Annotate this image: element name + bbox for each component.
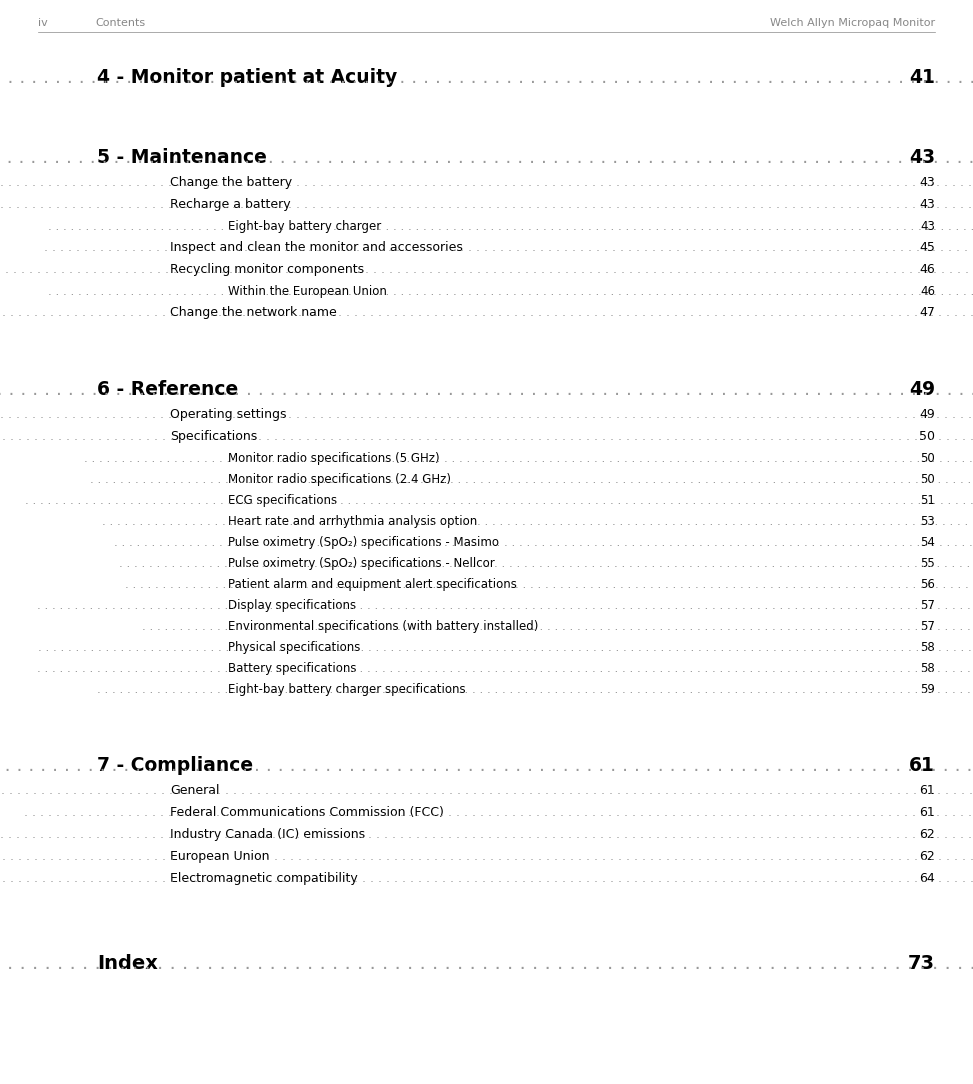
Text: 50: 50 — [920, 452, 935, 465]
Text: 49: 49 — [919, 408, 935, 421]
Text: 59: 59 — [920, 683, 935, 696]
Text: Electromagnetic compatibility: Electromagnetic compatibility — [170, 873, 358, 886]
Text: 50: 50 — [919, 430, 935, 443]
Text: . . . . . . . . . . . . . . . . . . . . . . . . . . . . . . . . . . . . . . . . : . . . . . . . . . . . . . . . . . . . . … — [0, 306, 973, 319]
Text: 58: 58 — [920, 662, 935, 675]
Text: . . . . . . . . . . . . . . . . . . . . . . . . . . . . . . . . . . . . . . . . : . . . . . . . . . . . . . . . . . . . . … — [0, 828, 973, 841]
Text: 47: 47 — [919, 306, 935, 319]
Text: . . . . . . . . . . . . . . . . . . . . . . . . . . . . . . . . . . . . . . . . : . . . . . . . . . . . . . . . . . . . . … — [0, 784, 973, 797]
Text: . . . . . . . . . . . . . . . . . . . . . . . . . . . . . . . . . . . . . . . . : . . . . . . . . . . . . . . . . . . . . … — [39, 641, 973, 654]
Text: 53: 53 — [920, 515, 935, 528]
Text: 73: 73 — [908, 954, 935, 972]
Text: . . . . . . . . . . . . . . . . . . . . . . . . . . . . . . . . . . . . . . . . : . . . . . . . . . . . . . . . . . . . . … — [0, 850, 973, 863]
Text: . . . . . . . . . . . . . . . . . . . . . . . . . . . . . . . . . . . . . . . . : . . . . . . . . . . . . . . . . . . . . … — [37, 599, 973, 612]
Text: 50: 50 — [920, 473, 935, 486]
Text: 57: 57 — [920, 599, 935, 612]
Text: 49: 49 — [909, 380, 935, 399]
Text: . . . . . . . . . . . . . . . . . . . . . . . . . . . . . . . . . . . . . . . . : . . . . . . . . . . . . . . . . . . . . … — [0, 954, 973, 972]
Text: Specifications: Specifications — [170, 430, 257, 443]
Text: Inspect and clean the monitor and accessories: Inspect and clean the monitor and access… — [170, 241, 463, 254]
Text: 4 - Monitor patient at Acuity: 4 - Monitor patient at Acuity — [97, 68, 397, 87]
Text: . . . . . . . . . . . . . . . . . . . . . . . . . . . . . . . . . . . . . . . . : . . . . . . . . . . . . . . . . . . . . … — [49, 285, 973, 298]
Text: Heart rate and arrhythmia analysis option: Heart rate and arrhythmia analysis optio… — [228, 515, 477, 528]
Text: . . . . . . . . . . . . . . . . . . . . . . . . . . . . . . . . . . . . . . . . : . . . . . . . . . . . . . . . . . . . . … — [23, 806, 973, 820]
Text: Eight-bay battery charger specifications: Eight-bay battery charger specifications — [228, 683, 466, 696]
Text: . . . . . . . . . . . . . . . . . . . . . . . . . . . . . . . . . . . . . . . . : . . . . . . . . . . . . . . . . . . . . … — [0, 873, 973, 886]
Text: . . . . . . . . . . . . . . . . . . . . . . . . . . . . . . . . . . . . . . . . : . . . . . . . . . . . . . . . . . . . . … — [0, 263, 973, 276]
Text: Pulse oximetry (SpO₂) specifications - Masimo: Pulse oximetry (SpO₂) specifications - M… — [228, 537, 499, 550]
Text: iv: iv — [38, 18, 48, 28]
Text: . . . . . . . . . . . . . . . . . . . . . . . . . . . . . . . . . . . . . . . . : . . . . . . . . . . . . . . . . . . . . … — [0, 430, 973, 443]
Text: 43: 43 — [920, 220, 935, 233]
Text: 7 - Compliance: 7 - Compliance — [97, 757, 253, 775]
Text: . . . . . . . . . . . . . . . . . . . . . . . . . . . . . . . . . . . . . . . . : . . . . . . . . . . . . . . . . . . . . … — [25, 494, 973, 507]
Text: . . . . . . . . . . . . . . . . . . . . . . . . . . . . . . . . . . . . . . . . : . . . . . . . . . . . . . . . . . . . . … — [37, 662, 973, 675]
Text: Change the battery: Change the battery — [170, 176, 292, 189]
Text: 62: 62 — [919, 850, 935, 863]
Text: 61: 61 — [909, 757, 935, 775]
Text: . . . . . . . . . . . . . . . . . . . . . . . . . . . . . . . . . . . . . . . . : . . . . . . . . . . . . . . . . . . . . … — [114, 537, 973, 550]
Text: Patient alarm and equipment alert specifications: Patient alarm and equipment alert specif… — [228, 578, 517, 591]
Text: 41: 41 — [909, 68, 935, 87]
Text: 43: 43 — [909, 149, 935, 167]
Text: . . . . . . . . . . . . . . . . . . . . . . . . . . . . . . . . . . . . . . . . : . . . . . . . . . . . . . . . . . . . . … — [142, 620, 973, 633]
Text: 43: 43 — [919, 176, 935, 189]
Text: Physical specifications: Physical specifications — [228, 641, 360, 654]
Text: Recharge a battery: Recharge a battery — [170, 198, 291, 211]
Text: 6 - Reference: 6 - Reference — [97, 380, 238, 399]
Text: Federal Communications Commission (FCC): Federal Communications Commission (FCC) — [170, 806, 444, 820]
Text: . . . . . . . . . . . . . . . . . . . . . . . . . . . . . . . . . . . . . . . . : . . . . . . . . . . . . . . . . . . . . … — [96, 683, 973, 696]
Text: 51: 51 — [920, 494, 935, 507]
Text: 64: 64 — [919, 873, 935, 886]
Text: Recycling monitor components: Recycling monitor components — [170, 263, 364, 276]
Text: Operating settings: Operating settings — [170, 408, 286, 421]
Text: Within the European Union: Within the European Union — [228, 285, 387, 298]
Text: Eight-bay battery charger: Eight-bay battery charger — [228, 220, 381, 233]
Text: 55: 55 — [920, 557, 935, 570]
Text: Monitor radio specifications (2.4 GHz): Monitor radio specifications (2.4 GHz) — [228, 473, 451, 486]
Text: . . . . . . . . . . . . . . . . . . . . . . . . . . . . . . . . . . . . . . . . : . . . . . . . . . . . . . . . . . . . . … — [90, 473, 973, 486]
Text: 57: 57 — [920, 620, 935, 633]
Text: 54: 54 — [920, 537, 935, 550]
Text: European Union: European Union — [170, 850, 270, 863]
Text: . . . . . . . . . . . . . . . . . . . . . . . . . . . . . . . . . . . . . . . . : . . . . . . . . . . . . . . . . . . . . … — [44, 241, 973, 254]
Text: . . . . . . . . . . . . . . . . . . . . . . . . . . . . . . . . . . . . . . . . : . . . . . . . . . . . . . . . . . . . . … — [0, 757, 973, 775]
Text: 58: 58 — [920, 641, 935, 654]
Text: Environmental specifications (with battery installed): Environmental specifications (with batte… — [228, 620, 538, 633]
Text: . . . . . . . . . . . . . . . . . . . . . . . . . . . . . . . . . . . . . . . . : . . . . . . . . . . . . . . . . . . . . … — [0, 149, 973, 167]
Text: 61: 61 — [919, 784, 935, 797]
Text: Index: Index — [97, 954, 158, 972]
Text: 62: 62 — [919, 828, 935, 841]
Text: General: General — [170, 784, 220, 797]
Text: . . . . . . . . . . . . . . . . . . . . . . . . . . . . . . . . . . . . . . . . : . . . . . . . . . . . . . . . . . . . . … — [0, 408, 973, 421]
Text: Contents: Contents — [95, 18, 145, 28]
Text: . . . . . . . . . . . . . . . . . . . . . . . . . . . . . . . . . . . . . . . . : . . . . . . . . . . . . . . . . . . . . … — [49, 220, 973, 233]
Text: 46: 46 — [919, 263, 935, 276]
Text: 56: 56 — [920, 578, 935, 591]
Text: Welch Allyn Micropaq Monitor: Welch Allyn Micropaq Monitor — [770, 18, 935, 28]
Text: . . . . . . . . . . . . . . . . . . . . . . . . . . . . . . . . . . . . . . . . : . . . . . . . . . . . . . . . . . . . . … — [0, 198, 973, 211]
Text: . . . . . . . . . . . . . . . . . . . . . . . . . . . . . . . . . . . . . . . . : . . . . . . . . . . . . . . . . . . . . … — [125, 578, 973, 591]
Text: Pulse oximetry (SpO₂) specifications - Nellcor: Pulse oximetry (SpO₂) specifications - N… — [228, 557, 494, 570]
Text: 46: 46 — [920, 285, 935, 298]
Text: Display specifications: Display specifications — [228, 599, 356, 612]
Text: 5 - Maintenance: 5 - Maintenance — [97, 149, 267, 167]
Text: 45: 45 — [919, 241, 935, 254]
Text: . . . . . . . . . . . . . . . . . . . . . . . . . . . . . . . . . . . . . . . . : . . . . . . . . . . . . . . . . . . . . … — [85, 452, 973, 465]
Text: Industry Canada (IC) emissions: Industry Canada (IC) emissions — [170, 828, 365, 841]
Text: Monitor radio specifications (5 GHz): Monitor radio specifications (5 GHz) — [228, 452, 440, 465]
Text: . . . . . . . . . . . . . . . . . . . . . . . . . . . . . . . . . . . . . . . . : . . . . . . . . . . . . . . . . . . . . … — [119, 557, 973, 570]
Text: . . . . . . . . . . . . . . . . . . . . . . . . . . . . . . . . . . . . . . . . : . . . . . . . . . . . . . . . . . . . . … — [0, 380, 973, 399]
Text: ECG specifications: ECG specifications — [228, 494, 337, 507]
Text: . . . . . . . . . . . . . . . . . . . . . . . . . . . . . . . . . . . . . . . . : . . . . . . . . . . . . . . . . . . . . … — [0, 68, 973, 87]
Text: 43: 43 — [919, 198, 935, 211]
Text: . . . . . . . . . . . . . . . . . . . . . . . . . . . . . . . . . . . . . . . . : . . . . . . . . . . . . . . . . . . . . … — [101, 515, 973, 528]
Text: Change the network name: Change the network name — [170, 306, 337, 319]
Text: 61: 61 — [919, 806, 935, 820]
Text: Battery specifications: Battery specifications — [228, 662, 356, 675]
Text: . . . . . . . . . . . . . . . . . . . . . . . . . . . . . . . . . . . . . . . . : . . . . . . . . . . . . . . . . . . . . … — [0, 176, 973, 189]
